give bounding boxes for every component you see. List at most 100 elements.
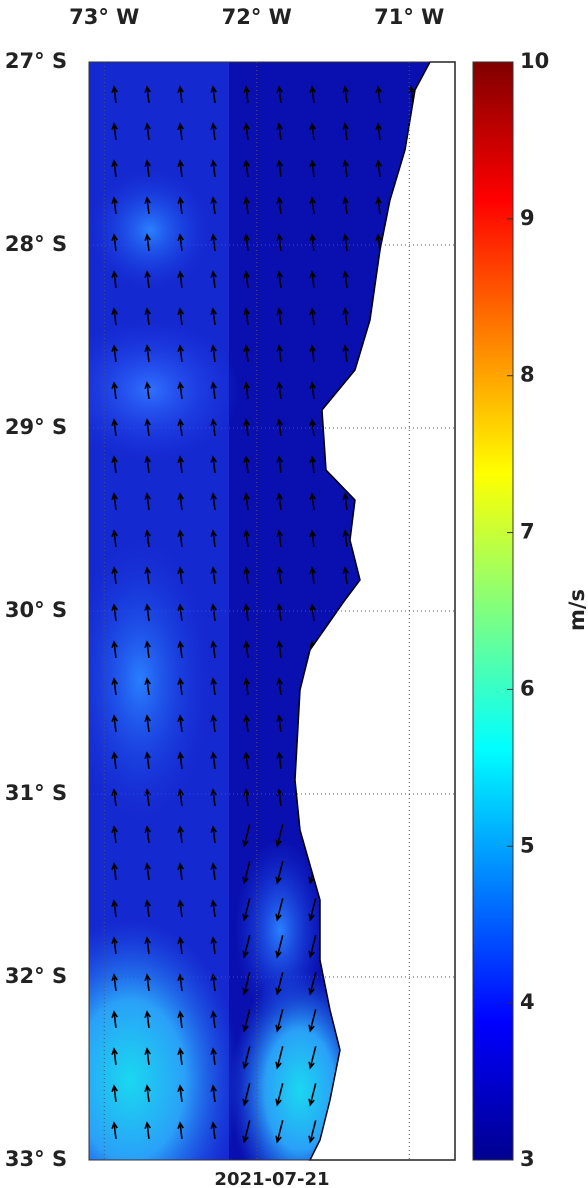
wind-arrow bbox=[309, 566, 316, 585]
colorbar-tick-label: 8 bbox=[520, 363, 535, 387]
wind-arrow bbox=[111, 1084, 118, 1103]
wind-arrow bbox=[243, 122, 250, 141]
wind-arrow bbox=[177, 1121, 184, 1140]
colorbar-tick-label: 9 bbox=[520, 206, 535, 230]
wind-arrow bbox=[177, 566, 184, 585]
wind-arrow bbox=[309, 455, 316, 474]
wind-arrow bbox=[276, 603, 283, 622]
wind-arrow bbox=[210, 307, 217, 326]
wind-arrow bbox=[144, 825, 151, 844]
wind-arrow bbox=[144, 307, 151, 326]
wind-arrow bbox=[276, 640, 283, 659]
wind-arrow bbox=[210, 603, 217, 622]
wind-arrow bbox=[243, 233, 250, 252]
colorbar bbox=[472, 61, 514, 1161]
wind-arrow bbox=[111, 788, 118, 807]
wind-arrow bbox=[177, 825, 184, 844]
wind-arrow bbox=[309, 196, 316, 215]
wind-arrow bbox=[210, 270, 217, 289]
wind-arrow bbox=[309, 85, 316, 104]
wind-arrow bbox=[144, 603, 151, 622]
wind-arrow bbox=[144, 418, 151, 437]
wind-arrow bbox=[144, 899, 151, 918]
wind-arrow bbox=[144, 344, 151, 363]
wind-arrow bbox=[210, 751, 217, 770]
wind-arrow bbox=[342, 270, 349, 289]
wind-arrow bbox=[177, 381, 184, 400]
wind-arrow bbox=[275, 935, 284, 959]
wind-arrow bbox=[210, 455, 217, 474]
wind-arrow bbox=[243, 603, 250, 622]
wind-arrow bbox=[144, 973, 151, 992]
wind-arrow bbox=[308, 1009, 317, 1033]
wind-arrow bbox=[111, 603, 118, 622]
wind-arrow bbox=[210, 529, 217, 548]
wind-arrow bbox=[111, 1047, 118, 1066]
wind-arrow bbox=[111, 640, 118, 659]
wind-arrow bbox=[275, 898, 284, 922]
wind-arrow bbox=[309, 492, 316, 511]
wind-arrow bbox=[210, 714, 217, 733]
wind-arrow bbox=[243, 640, 250, 659]
wind-arrow bbox=[243, 714, 250, 733]
wind-arrow bbox=[342, 159, 349, 178]
wind-arrow bbox=[242, 935, 251, 959]
wind-arrow bbox=[177, 529, 184, 548]
colorbar-tick-label: 3 bbox=[520, 1147, 535, 1171]
wind-arrow bbox=[177, 603, 184, 622]
wind-arrow bbox=[177, 1084, 184, 1103]
wind-arrow bbox=[242, 861, 251, 885]
wind-arrow bbox=[375, 85, 382, 104]
x-tick-label: 71° W bbox=[374, 5, 444, 29]
wind-arrow bbox=[342, 344, 349, 363]
wind-arrow bbox=[177, 788, 184, 807]
wind-arrow bbox=[243, 159, 250, 178]
wind-arrow bbox=[342, 233, 349, 252]
wind-arrow bbox=[275, 972, 284, 996]
wind-arrow bbox=[144, 381, 151, 400]
wind-arrow bbox=[276, 233, 283, 252]
wind-arrow bbox=[243, 307, 250, 326]
wind-arrow bbox=[342, 529, 349, 548]
wind-arrow bbox=[243, 751, 250, 770]
wind-arrow bbox=[243, 85, 250, 104]
wind-arrow bbox=[308, 935, 317, 959]
wind-arrow bbox=[242, 898, 251, 922]
wind-arrow bbox=[144, 1121, 151, 1140]
wind-arrow bbox=[144, 1010, 151, 1029]
wind-arrow bbox=[177, 270, 184, 289]
wind-arrow bbox=[177, 1010, 184, 1029]
wind-arrow bbox=[111, 344, 118, 363]
wind-arrow bbox=[375, 122, 382, 141]
wind-arrow bbox=[342, 85, 349, 104]
wind-arrow bbox=[144, 1047, 151, 1066]
plot-frame bbox=[88, 61, 456, 1161]
wind-arrow bbox=[309, 122, 316, 141]
y-tick-label: 27° S bbox=[5, 49, 67, 73]
wind-arrow bbox=[177, 159, 184, 178]
wind-arrow bbox=[210, 85, 217, 104]
date-label: 2021-07-21 bbox=[214, 1169, 329, 1188]
wind-arrow bbox=[308, 1046, 317, 1070]
wind-arrow bbox=[375, 159, 382, 178]
wind-arrow bbox=[144, 270, 151, 289]
wind-arrow bbox=[111, 973, 118, 992]
wind-arrow bbox=[210, 936, 217, 955]
wind-arrow bbox=[275, 1083, 284, 1107]
wind-arrow bbox=[276, 159, 283, 178]
wind-arrow bbox=[177, 455, 184, 474]
wind-arrow bbox=[177, 344, 184, 363]
wind-arrow bbox=[111, 196, 118, 215]
wind-arrow bbox=[275, 1009, 284, 1033]
wind-arrow bbox=[144, 566, 151, 585]
wind-arrow bbox=[275, 861, 284, 885]
wind-arrow bbox=[276, 492, 283, 511]
wind-arrow bbox=[275, 1120, 284, 1144]
wind-arrow bbox=[275, 1046, 284, 1070]
wind-arrow bbox=[144, 936, 151, 955]
wind-arrow bbox=[144, 233, 151, 252]
wind-arrow bbox=[210, 492, 217, 511]
y-tick-label: 31° S bbox=[5, 781, 67, 805]
wind-arrow bbox=[275, 824, 284, 848]
